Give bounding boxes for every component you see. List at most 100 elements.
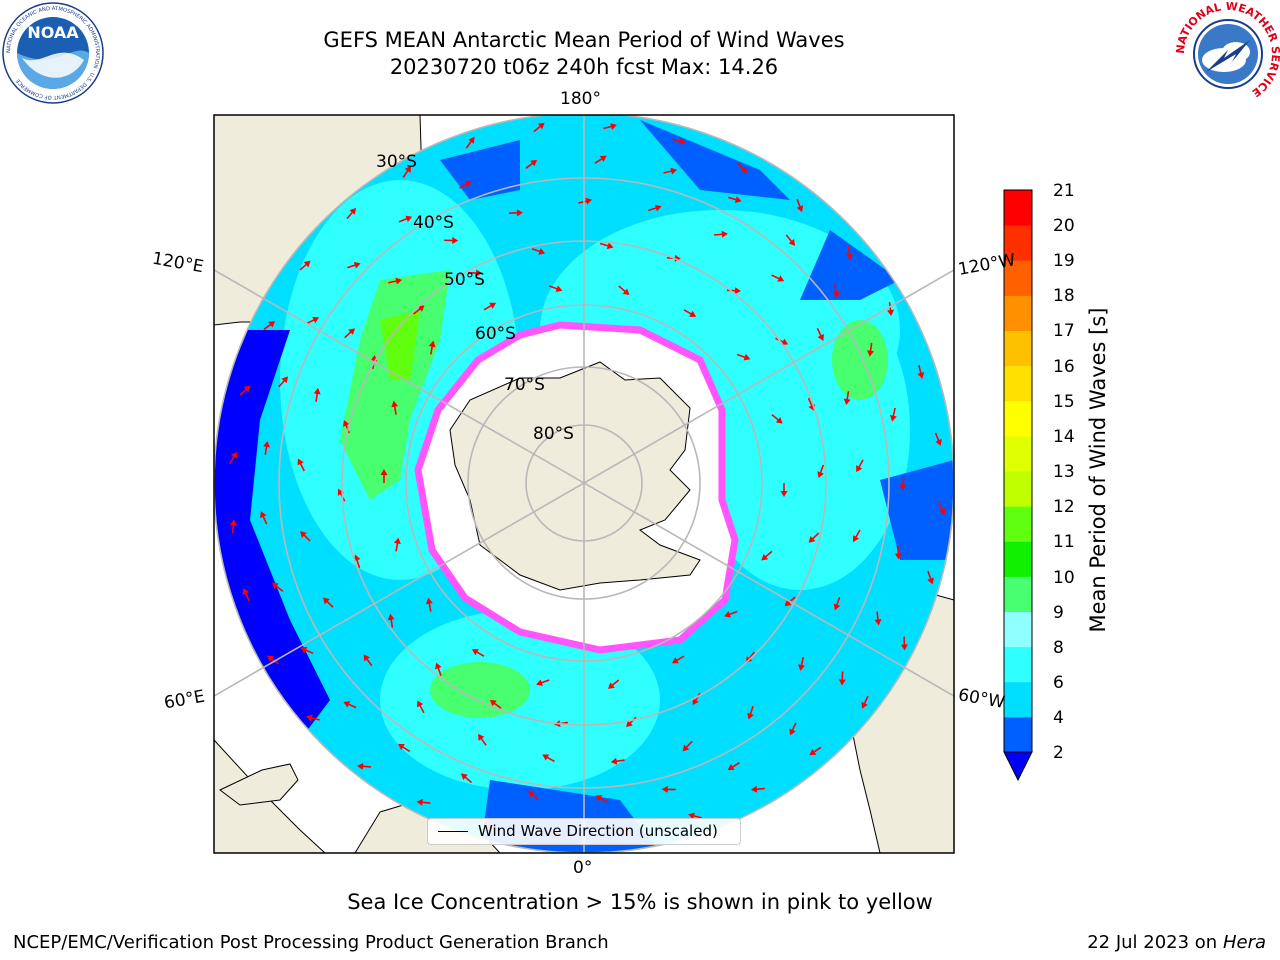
wind-arrow-head [489,699,497,707]
colorbar-segment [1004,646,1032,683]
wind-arrow-head [784,599,792,607]
meridian-label-180: 180° [560,89,601,109]
colorbar-under-triangle [1003,751,1033,782]
wind-arrow-head [267,655,275,662]
wind-arrow-head [861,701,868,709]
colorbar-tick: 16 [1053,357,1075,377]
wind-arrow-head [271,582,279,589]
wind-arrow-head [832,291,840,299]
colorbar-segment [1004,330,1032,367]
wind-arrow-head [935,438,942,446]
wind-arrow-head [343,701,351,708]
wind-arrow-head [689,310,697,317]
wind-arrow-head [530,159,538,167]
wind-arrow-head [537,122,545,130]
colorbar-tick: 9 [1053,603,1064,623]
parallel-label-40s: 40°S [413,213,454,233]
madagascar-land [219,763,299,806]
colorbar-segment [1004,260,1032,296]
wind-arrow-head [788,238,796,246]
wind-arrow-head [478,733,485,741]
wind-arrow-head [846,253,853,260]
wind-arrow-head [312,316,320,324]
nws-logo: NATIONAL WEATHER SERVICE [1176,2,1280,105]
colorbar-segment [1004,400,1032,437]
wind-arrow-head [833,603,841,611]
colorbar-segment [1004,576,1032,612]
colorbar-segment [1004,435,1032,472]
wind-arrow-head [775,417,783,424]
wind-arrow-head [425,597,433,605]
colorbar-label: Mean Period of Wind Waves [s] [1086,307,1110,633]
map-frame [213,114,955,854]
wind-arrow-head [692,698,699,706]
sea-ice-note: Sea Ice Concentration > 15% is shown in … [347,890,933,914]
wind-arrow-head [538,248,546,255]
colorbar-segment [1004,190,1032,226]
wind-arrow-head [242,588,249,595]
wind-arrow-head [889,415,897,422]
colorbar-tick: 10 [1053,568,1075,588]
wind-arrow-head [654,204,662,212]
plot-subtitle: 20230720 t06z 240h fcst Max: 14.26 [389,55,779,79]
wind-arrow-head [363,654,370,662]
wind-arrow-head [464,180,472,188]
legend-label: Wind Wave Direction (unscaled) [478,822,718,840]
colorbar-segment [1004,225,1032,261]
colorbar-tick: 2 [1053,743,1064,763]
wind-arrow-head [460,773,468,780]
antarctica-land [449,361,701,591]
graticule [214,115,954,853]
wind-arrow-head [626,720,633,728]
wind-arrow-head [688,812,695,820]
wind-arrow-head [300,531,307,538]
parallel-label-60s: 60°S [475,324,516,344]
colorbar-frame [1003,189,1033,753]
wind-arrow-head [313,387,321,395]
wind-arrow-head [777,275,785,282]
colorbar-segment [1004,716,1032,753]
wind-arrow-head [536,679,543,686]
wind-arrow-head [670,167,678,175]
wind-arrow-head [599,155,607,162]
colorbar-tick: 12 [1053,497,1075,517]
wind-arrow-head [595,795,603,802]
wind-arrow-head [300,646,308,654]
date-text: 22 Jul 2023 on [1087,932,1223,953]
wind-arrow-head [393,537,401,545]
colorbar-tick: 4 [1053,708,1064,728]
wind-arrow-head [349,207,357,215]
wind-arrow-head [263,440,270,448]
wind-arrow-head [874,619,882,626]
wind-arrow-head [555,285,563,293]
map-panel [214,115,954,853]
parallel-label-80s: 80°S [533,424,574,444]
wind-arrow-head [750,785,758,793]
wind-arrow-head [927,577,934,585]
wind-arrow-head [798,664,805,671]
wind-arrow-head [899,484,907,491]
colorbar-tick: 17 [1053,321,1075,341]
wind-arrow-head [528,790,535,798]
wind-arrow-head [817,471,824,479]
colorbar-segment [1004,681,1032,718]
wind-arrow-head [348,328,356,335]
wind-arrow-head [796,205,804,213]
wind-arrow-head [867,350,874,357]
colorbar-tick: 21 [1053,181,1075,201]
wind-arrow-head [780,491,788,497]
wind-arrow-head [387,613,395,621]
wind-arrow-head [809,748,817,756]
wind-arrow-head [743,353,751,361]
wind-arrow-head [405,215,413,223]
wind-arrow-head [671,657,679,664]
wind-arrow-head [303,260,311,268]
wind-arrow-head [682,744,690,752]
wind-arrow-head [380,469,388,475]
wind-arrow-head [542,754,550,761]
colorbar [1003,189,1033,782]
wind-arrow-head [610,757,618,765]
parallel-label-50s: 50°S [444,270,485,290]
system-name: Hera [1222,932,1266,953]
